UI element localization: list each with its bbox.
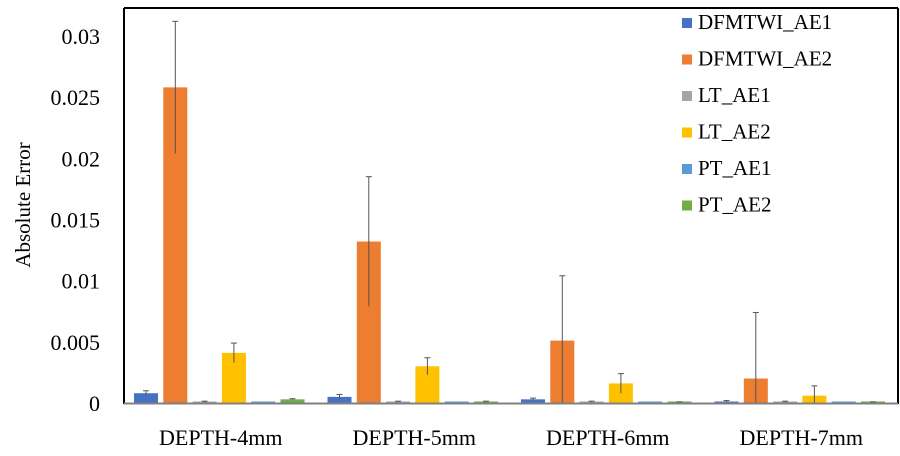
y-tick-label: 0.02 [62,146,101,171]
bar-pt_ae2 [280,399,305,403]
y-tick-label: 0.025 [51,85,101,110]
legend-label: DFMTWI_AE2 [698,47,832,71]
bar-pt_ae1 [444,401,469,403]
legend-swatch [682,54,692,65]
y-tick-label: 0.01 [62,269,101,294]
legend-label: LT_AE2 [698,120,771,144]
bar-dfmtwi_ae1 [327,396,352,403]
legend-swatch [682,18,692,28]
y-tick-label: 0 [89,391,100,416]
bar-dfmtwi_ae1 [134,393,158,403]
legend-swatch [682,91,692,101]
bar-pt_ae1 [251,401,276,403]
legend-swatch [682,200,692,211]
bar-dfmtwi_ae1 [521,399,545,403]
legend-swatch [682,127,692,138]
legend-label: LT_AE1 [698,83,771,107]
bar-pt_ae1 [831,401,856,403]
legend-label: DFMTWI_AE1 [698,10,832,34]
y-axis-label: Absolute Error [11,142,35,267]
legend-swatch [682,164,692,174]
y-tick-label: 0.005 [51,330,101,355]
y-tick-label: 0.015 [51,208,101,233]
x-tick-label: DEPTH-6mm [546,425,669,450]
legend-label: PT_AE1 [698,156,772,180]
bar-pt_ae1 [638,401,663,403]
x-tick-label: DEPTH-5mm [353,425,476,450]
x-tick-label: DEPTH-4mm [159,425,282,450]
legend-label: PT_AE2 [698,193,772,217]
x-tick-label: DEPTH-7mm [740,425,863,450]
y-tick-label: 0.03 [62,24,101,49]
